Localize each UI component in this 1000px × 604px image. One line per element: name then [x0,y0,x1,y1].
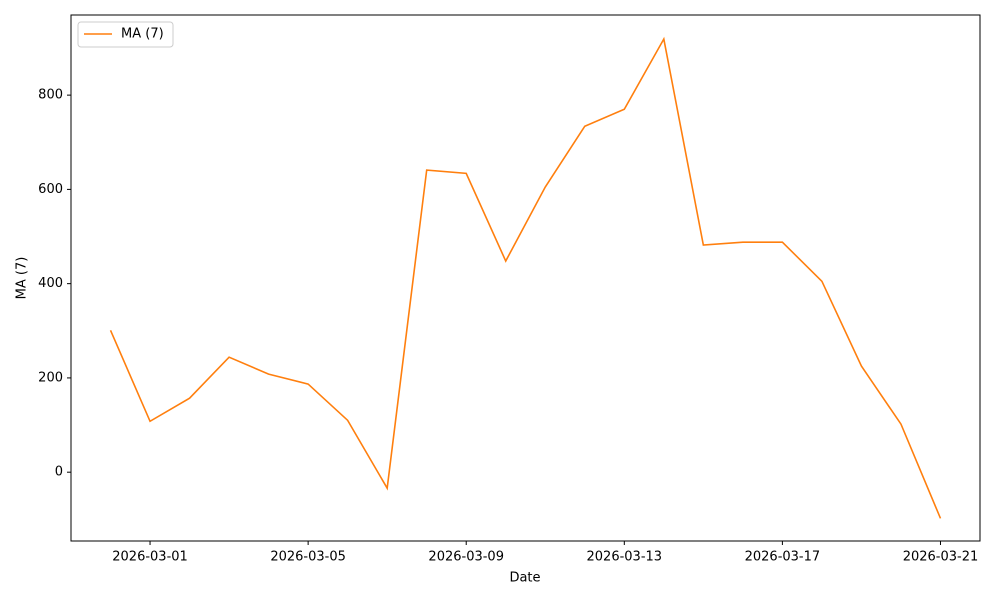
plot-frame [70,14,981,542]
y-tick-label: 400 [38,276,63,291]
x-tick-label: 2026-03-17 [745,550,821,565]
y-tick-label: 800 [38,88,63,103]
y-axis-label: MA (7) [15,257,30,300]
legend-box [77,21,174,48]
y-tick-label: 0 [55,465,63,480]
x-axis-label: Date [509,571,540,586]
y-tick-label: 200 [38,370,63,385]
series-line [109,36,942,519]
x-tick-label: 2026-03-05 [270,550,346,565]
y-tick-label: 600 [38,182,63,197]
x-tick-label: 2026-03-13 [587,550,663,565]
legend-label: MA (7) [121,27,164,42]
x-tick-label: 2026-03-21 [903,550,979,565]
x-tick-label: 2026-03-09 [428,550,504,565]
x-tick-label: 2026-03-01 [112,550,188,565]
